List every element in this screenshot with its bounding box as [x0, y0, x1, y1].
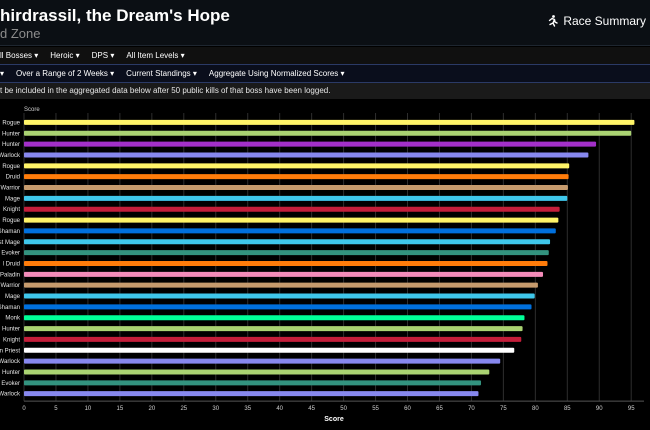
category-label: Mage	[5, 196, 21, 202]
standings-filter[interactable]: Current Standings ▾	[126, 69, 197, 78]
bar[interactable]	[24, 260, 548, 266]
time-range-filter[interactable]: Over a Range of 2 Weeks ▾	[16, 69, 115, 78]
bar[interactable]	[24, 304, 532, 310]
x-tick-label: 10	[85, 406, 92, 412]
boss-filter[interactable]: ll Bosses ▾	[0, 51, 39, 60]
category-label: Evoker	[1, 381, 20, 387]
category-label: Hunter	[2, 370, 20, 376]
zone-title: hirdrassil, the Dream's Hope	[0, 6, 230, 25]
bar[interactable]	[24, 174, 569, 180]
x-tick-label: 25	[180, 406, 187, 412]
race-summary-link[interactable]: Race Summary	[547, 14, 646, 28]
chart-header-text: Score	[24, 107, 40, 113]
bar[interactable]	[24, 185, 568, 191]
category-label: l Druid	[3, 261, 20, 267]
category-label: Hunter	[2, 327, 20, 333]
x-tick-label: 45	[308, 406, 315, 412]
item-level-filter[interactable]: All Item Levels ▾	[126, 51, 185, 60]
category-label: Hunter	[2, 142, 20, 148]
category-label: Shaman	[0, 229, 20, 235]
bar[interactable]	[24, 217, 559, 223]
filter-bar-secondary: ▾ Over a Range of 2 Weeks ▾ Current Stan…	[0, 64, 650, 83]
bar[interactable]	[24, 228, 556, 234]
x-tick-label: 90	[596, 406, 603, 412]
difficulty-filter[interactable]: Heroic ▾	[50, 51, 80, 60]
category-label: Knight	[3, 207, 20, 213]
bar[interactable]	[24, 369, 490, 375]
category-label: Warrior	[1, 186, 20, 192]
category-label: Monk	[5, 316, 21, 322]
x-tick-label: 40	[276, 406, 283, 412]
bar[interactable]	[24, 195, 568, 201]
x-tick-label: 85	[564, 406, 571, 412]
bar[interactable]	[24, 152, 589, 158]
x-tick-label: 15	[117, 406, 124, 412]
bar[interactable]	[24, 326, 523, 332]
aggregate-filter[interactable]: Aggregate Using Normalized Scores ▾	[208, 69, 345, 78]
x-tick-label: 0	[22, 406, 26, 412]
x-tick-label: 50	[340, 406, 347, 412]
category-label: Shaman	[0, 305, 20, 311]
category-label: Druid	[6, 175, 20, 181]
category-labels: Rogue Hunter Hunter Warlock Rogue Druid Warrio…	[0, 120, 21, 397]
bar[interactable]	[24, 282, 538, 288]
page-header: hirdrassil, the Dream's Hope d Zone Race…	[0, 0, 650, 46]
bar[interactable]	[24, 163, 570, 169]
bar[interactable]	[24, 347, 515, 353]
x-axis-title: Score	[324, 416, 344, 423]
bar[interactable]	[24, 119, 635, 125]
x-tick-label: 60	[404, 406, 411, 412]
category-label: Knight	[3, 337, 20, 343]
x-tick-labels: 0 5 10 15 20 25 30 35 40 45 50 55 60 65 70 75 80 85 90 95 Sc…	[22, 107, 635, 412]
x-tick-label: 55	[372, 406, 379, 412]
bar[interactable]	[24, 250, 549, 256]
x-tick-label: 5	[54, 406, 58, 412]
category-label: Warlock	[0, 392, 21, 398]
bar[interactable]	[24, 380, 482, 386]
category-label: Hunter	[2, 131, 20, 137]
bar[interactable]	[24, 391, 479, 397]
bar[interactable]	[24, 239, 551, 245]
x-tick-label: 95	[628, 406, 635, 412]
bar[interactable]	[24, 130, 632, 136]
x-tick-label: 20	[148, 406, 155, 412]
role-filter[interactable]: DPS ▾	[91, 51, 115, 60]
category-label: st Mage	[0, 240, 21, 246]
bar[interactable]	[24, 271, 544, 277]
x-tick-label: 30	[212, 406, 219, 412]
bar[interactable]	[24, 336, 522, 342]
category-label: Rogue	[2, 218, 20, 224]
runner-icon	[549, 15, 559, 27]
zone-subtitle: d Zone	[0, 26, 41, 41]
category-label: Paladin	[0, 272, 20, 278]
score-bar-chart: Rogue Hunter Hunter Warlock Rogue Druid Warrio…	[0, 107, 644, 423]
grid-lines	[23, 113, 644, 402]
info-notice: t be included in the aggregated data bel…	[0, 83, 650, 99]
x-tick-label: 65	[436, 406, 443, 412]
category-label: Warlock	[0, 359, 21, 365]
bar[interactable]	[24, 315, 525, 321]
race-summary-label: Race Summary	[563, 14, 646, 28]
filter-bar-primary: ll Bosses ▾ Heroic ▾ DPS ▾ All Item Leve…	[0, 47, 650, 65]
x-tick-label: 75	[500, 406, 507, 412]
category-label: Rogue	[2, 120, 20, 126]
category-label: Rogue	[2, 164, 20, 170]
x-tick-label: 70	[468, 406, 475, 412]
bar[interactable]	[24, 358, 501, 364]
partial-filter[interactable]: ▾	[0, 69, 5, 78]
category-label: Mage	[5, 294, 21, 300]
bar[interactable]	[24, 141, 597, 147]
bars	[24, 119, 635, 397]
x-tick-label: 80	[532, 406, 539, 412]
category-label: n Priest	[0, 348, 20, 354]
x-tick-label: 35	[244, 406, 251, 412]
category-label: Warlock	[0, 153, 21, 159]
bar[interactable]	[24, 206, 560, 212]
bar[interactable]	[24, 293, 535, 299]
category-label: Evoker	[1, 251, 20, 257]
category-label: Warrior	[1, 283, 20, 289]
